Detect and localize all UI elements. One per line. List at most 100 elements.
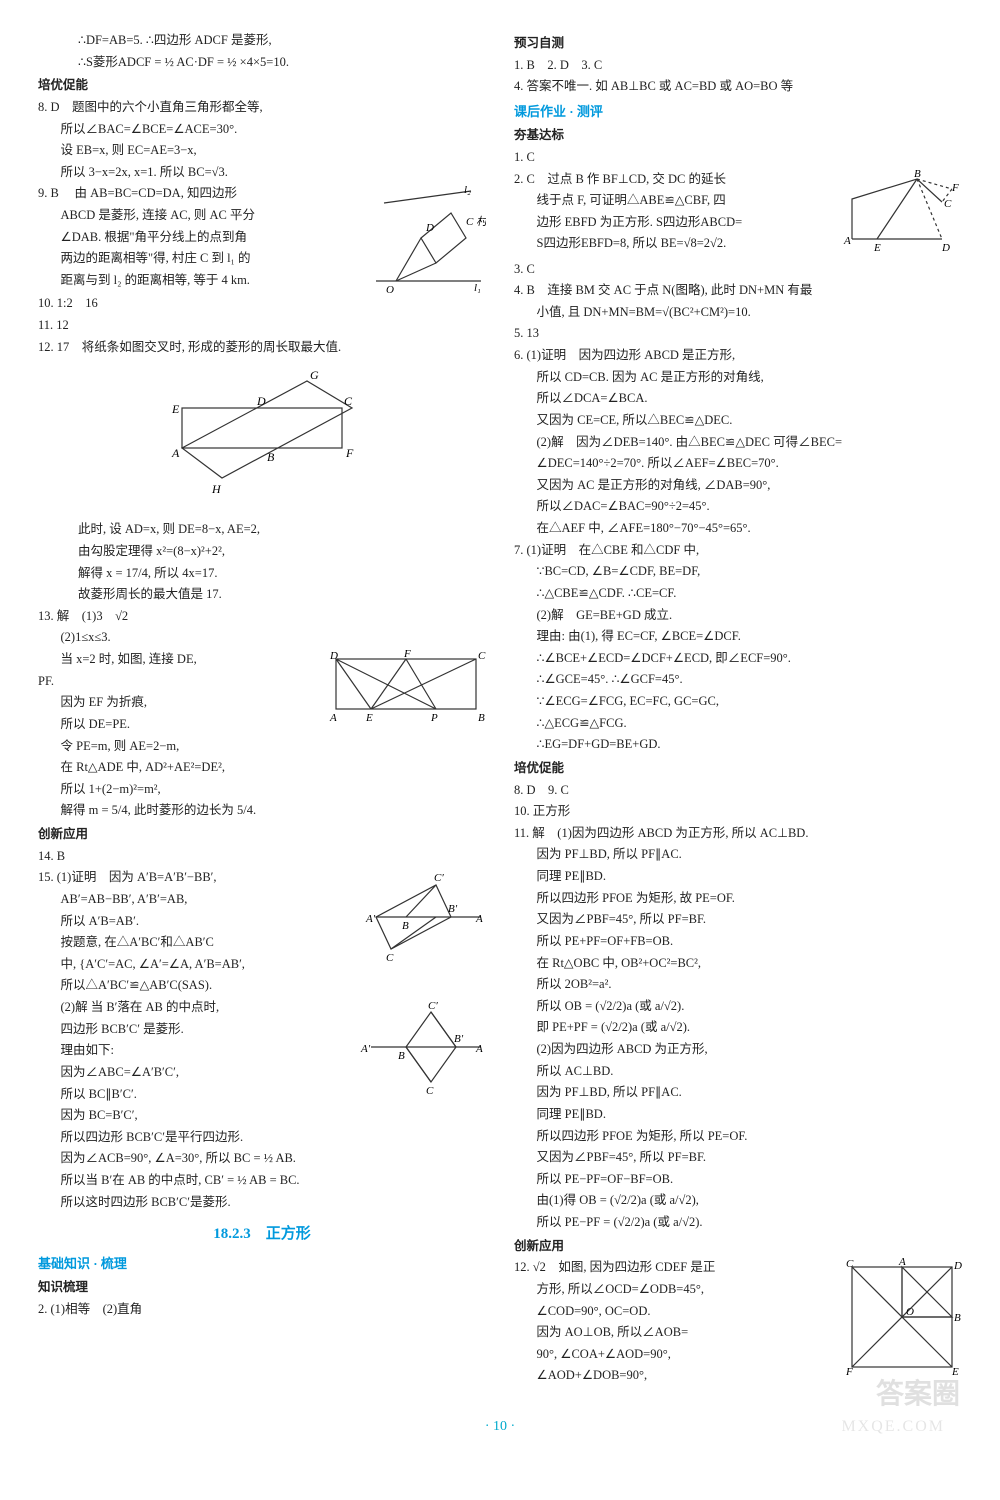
text: 所以 PE−PF = (√2/2)a (或 a/√2). [514,1212,962,1233]
text: 在 Rt△OBC 中, OB²+OC²=BC², [514,953,962,974]
label: O [906,1306,914,1318]
text: 又因为∠PBF=45°, 所以 PF=BF. [514,1147,962,1168]
section-heading: 培优促能 [514,758,962,779]
text: ∴△CBE≌△CDF. ∴CE=CF. [514,583,962,604]
text: 所以 PE+PF=OF+FB=OB. [514,931,962,952]
text: 所以 2OB²=a². [514,974,962,995]
figure-12-diagram: G E D C A B F H [152,363,372,513]
text: 由勾股定理得 x²=(8−x)²+2², [38,541,486,562]
text: 同理 PE∥BD. [514,866,962,887]
text: 所以这时四边形 BCB′C′是菱形. [38,1192,486,1213]
label: A′ [365,913,376,925]
text: 由(1)得 OB = (√2/2)a (或 a/√2), [514,1190,962,1211]
label: A [171,446,180,460]
label: A [329,712,337,724]
text: (2)1≤x≤3. [38,627,486,648]
text: 1. C [514,147,962,168]
text: ∴∠BCE+∠ECD=∠DCF+∠ECD, 即∠ECF=90°. [514,648,962,669]
label: B [402,920,409,932]
text: 所以四边形 BCB′C′是平行四边形. [38,1127,486,1148]
label: l₂ [464,184,471,196]
label: F [845,1366,853,1377]
q14: 14. B [38,846,486,867]
text: 解得 x = 17/4, 所以 4x=17. [38,563,486,584]
label: E [171,402,180,416]
subsection-heading: 知识梳理 [38,1277,486,1298]
label: D [256,394,266,408]
left-column: ∴DF=AB=5. ∴四边形 ADCF 是菱形, ∴S菱形ADCF = ½ AC… [38,30,486,1387]
label: A [475,913,483,925]
figure-15b-diagram: C′ A′ B B′ A C [356,997,486,1097]
label: A [843,235,851,247]
text: 所以 AC⊥BD. [514,1061,962,1082]
label: C [386,952,394,964]
text: 3. C [514,259,962,280]
label: E [951,1366,959,1377]
label: C [426,1085,434,1097]
label: F [951,182,959,194]
text: (2)因为四边形 ABCD 为正方形, [514,1039,962,1060]
text: 所以当 B′在 AB 的中点时, CB′ = ½ AB = BC. [38,1170,486,1191]
text: ∴∠GCE=45°. ∴∠GCF=45°. [514,669,962,690]
text: 所以∠DAC=∠BAC=90°÷2=45°. [514,496,962,517]
text: 1. B 2. D 3. C [514,55,962,76]
text: 2. (1)相等 (2)直角 [38,1299,486,1320]
text: 所以四边形 PFOE 为矩形, 故 PE=OF. [514,888,962,909]
text: 因为 PF⊥BD, 所以 PF∥AC. [514,1082,962,1103]
text: ∴EG=DF+GD=BE+GD. [514,734,962,755]
label: C [478,650,486,662]
text: 解得 m = 5/4, 此时菱形的边长为 5/4. [38,800,486,821]
text: 所以∠BAC=∠BCE=∠ACE=30°. [38,119,486,140]
label: C [344,394,353,408]
text: ∠DEC=140°÷2=70°. 所以∠AEF=∠BEC=70°. [514,453,962,474]
text: 即 PE+PF = (√2/2)a (或 a/√2). [514,1017,962,1038]
text: 此时, 设 AD=x, 则 DE=8−x, AE=2, [38,519,486,540]
text: 在△AEF 中, ∠AFE=180°−70°−45°=65°. [514,518,962,539]
label: C [846,1258,854,1270]
section-heading: 课后作业 · 测评 [514,101,962,122]
text: 5. 13 [514,323,962,344]
q10: 10. 1:2 16 [38,293,486,314]
label: B [478,712,485,724]
label: D [953,1260,962,1272]
text: 理由: 由(1), 得 EC=CF, ∠BCE=∠DCF. [514,626,962,647]
label: B′ [448,903,458,915]
text: 所以∠DCA=∠BCA. [514,388,962,409]
section-heading: 创新应用 [38,824,486,845]
text: 所以 CD=CB. 因为 AC 是正方形的对角线, [514,367,962,388]
label: B [954,1312,961,1324]
text: 4. 答案不唯一. 如 AB⊥BC 或 AC=BD 或 AO=BO 等 [514,76,962,97]
label: D [329,650,338,662]
label: O [386,284,394,293]
q7: 7. (1)证明 在△CBE 和△CDF 中, [514,540,962,561]
text: ∵∠ECG=∠FCG, EC=FC, GC=GC, [514,691,962,712]
text: 所以 OB = (√2/2)a (或 a/√2). [514,996,962,1017]
label: F [403,649,411,660]
label: A [475,1043,483,1055]
q8: 8. D 题图中的六个小直角三角形都全等, [38,97,486,118]
label: H [211,482,222,496]
section-heading: 创新应用 [514,1236,962,1257]
text: 所以 PE−PF=OF−BF=OB. [514,1169,962,1190]
section-heading: 培优促能 [38,75,486,96]
text: 小值, 且 DN+MN=BM=√(BC²+CM²)=10. [514,302,962,323]
text: 又因为∠PBF=45°, 所以 PF=BF. [514,909,962,930]
label: B [267,450,275,464]
text: 同理 PE∥BD. [514,1104,962,1125]
text: ∵BC=CD, ∠B=∠CDF, BE=DF, [514,561,962,582]
text: 在 Rt△ADE 中, AD²+AE²=DE², [38,757,486,778]
text: 8. D 9. C [514,780,962,801]
label: G [310,368,319,382]
subsection-heading: 预习自测 [514,33,962,54]
label: C′ [434,872,444,884]
label: P [430,712,438,724]
q12: 12. 17 将纸条如图交叉时, 形成的菱形的周长取最大值. [38,337,486,358]
label: l₁ [474,282,481,293]
text: 因为 PF⊥BD, 所以 PF∥AC. [514,844,962,865]
figure-13-diagram: D F C A E P B [326,649,486,729]
label: F [345,446,354,460]
section-heading: 基础知识 · 梳理 [38,1253,486,1274]
chapter-title: 18.2.3 正方形 [38,1222,486,1247]
label: B′ [454,1033,464,1045]
label: E [365,712,373,724]
